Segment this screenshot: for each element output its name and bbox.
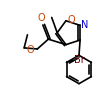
Text: O: O bbox=[38, 13, 46, 23]
Text: O: O bbox=[27, 44, 35, 54]
Text: Br: Br bbox=[74, 55, 84, 65]
Text: N: N bbox=[81, 20, 89, 30]
Text: O: O bbox=[68, 15, 75, 25]
